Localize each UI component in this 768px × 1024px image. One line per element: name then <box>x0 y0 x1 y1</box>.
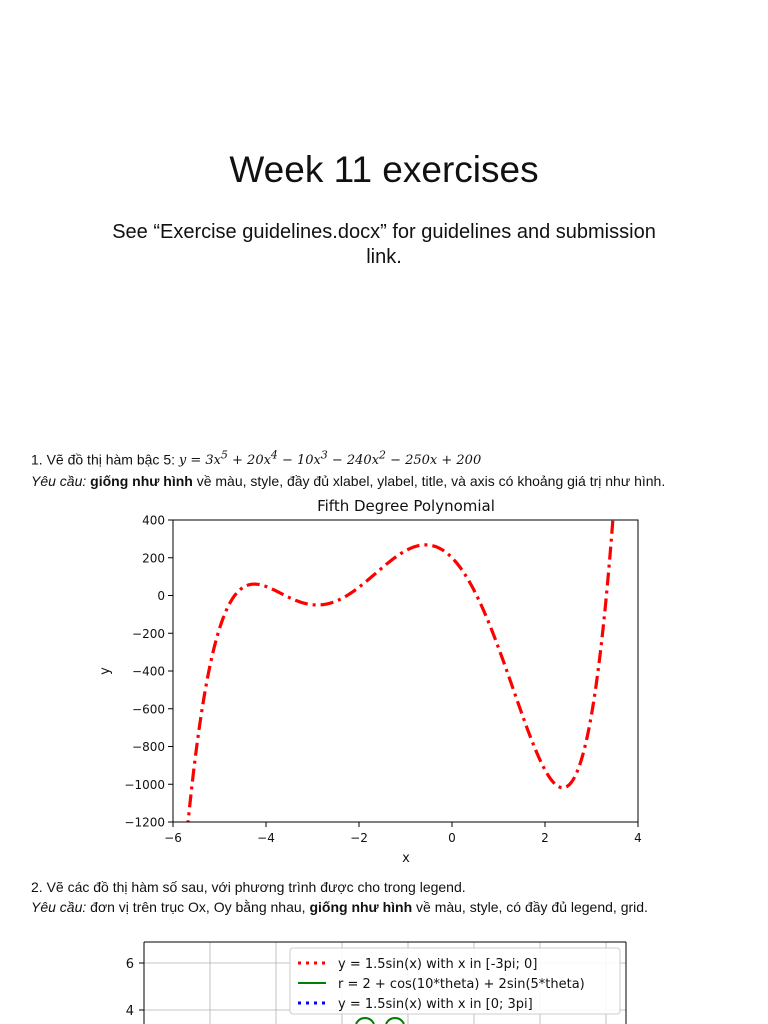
x-axis-ticks: −6 −4 −2 0 2 4 <box>164 822 642 845</box>
y-tick-label: 4 <box>126 1004 134 1019</box>
requirement-label: Yêu cầu: <box>31 899 87 915</box>
legend-label: y = 1.5sin(x) with x in [-3pi; 0] <box>338 957 537 972</box>
requirement-emphasis: giống như hình <box>309 899 413 915</box>
polar-curve-fragment <box>355 1017 405 1024</box>
equation-exponent: 5 <box>221 449 228 462</box>
x-tick-label: 4 <box>634 831 642 845</box>
equation-term: + 20x <box>227 453 271 469</box>
legend-entry-blue: y = 1.5sin(x) with x in [0; 3pi] <box>298 997 533 1012</box>
y-tick-label: 6 <box>126 957 134 972</box>
exercise-1-number: 1. <box>31 451 43 468</box>
x-tick-label: 0 <box>448 831 456 845</box>
y-tick-label: −400 <box>132 665 165 679</box>
requirement-text: về màu, style, có đầy đủ legend, grid. <box>416 899 648 915</box>
y-tick-4: 4 <box>126 1004 144 1019</box>
y-tick-label: −600 <box>132 702 165 716</box>
page-title: Week 11 exercises <box>229 149 539 190</box>
equation-lhs: y = 3x <box>178 453 221 469</box>
x-tick-label: −4 <box>257 831 275 845</box>
equation-term: − 10x <box>277 453 321 469</box>
equation-term: − 240x <box>327 453 380 469</box>
equation-term: − 250x + 200 <box>385 453 482 469</box>
polynomial-chart: Fifth Degree Polynomial 400 200 0 −200 −400 −… <box>98 497 642 866</box>
trig-polar-chart: 6 4 y = 1.5sin(x) with x in [-3pi; 0] r … <box>126 941 627 1024</box>
y-tick-label: 200 <box>142 551 165 565</box>
exercise-1-requirement: Yêu cầu: giống như hình về màu, style, đ… <box>31 471 751 491</box>
page-subtitle: See “Exercise guidelines.docx” for guide… <box>112 221 656 268</box>
exercise-1-prompt-line: 1. Vẽ đồ thị hàm bậc 5: y = 3x5 + 20x4 −… <box>31 446 751 471</box>
exercise-1: 1. Vẽ đồ thị hàm bậc 5: y = 3x5 + 20x4 −… <box>31 446 751 491</box>
requirement-text: về màu, style, đầy đủ xlabel, ylabel, ti… <box>196 473 666 490</box>
legend-entry-green: r = 2 + cos(10*theta) + 2sin(5*theta) <box>298 977 585 992</box>
x-tick-label: −2 <box>350 831 368 845</box>
legend: y = 1.5sin(x) with x in [-3pi; 0] r = 2 … <box>289 947 621 1015</box>
y-axis-label: y <box>98 667 113 675</box>
x-tick-label: 2 <box>541 831 549 845</box>
requirement-label: Yêu cầu: <box>31 473 87 490</box>
chart-title: Fifth Degree Polynomial <box>317 497 495 515</box>
y-axis-ticks: 400 200 0 −200 −400 −600 −800 −1000 −1200 <box>124 514 173 830</box>
equation-exponent: 2 <box>379 449 386 462</box>
legend-label: r = 2 + cos(10*theta) + 2sin(5*theta) <box>338 977 585 992</box>
exercise-2-requirement: Yêu cầu: đơn vị trên trục Ox, Oy bằng nh… <box>31 897 751 917</box>
y-tick-label: −800 <box>132 740 165 754</box>
requirement-text: đơn vị trên trục Ox, Oy bằng nhau, <box>90 899 306 915</box>
requirement-emphasis: giống như hình <box>90 473 193 490</box>
x-tick-label: −6 <box>164 831 182 845</box>
plot-frame <box>172 519 639 823</box>
polynomial-curve <box>186 520 615 822</box>
exercise-2-prompt-line: 2. Vẽ các đồ thị hàm số sau, với phương … <box>31 877 751 897</box>
x-axis-label: x <box>402 851 410 866</box>
y-tick-label: −1000 <box>124 778 165 792</box>
exercise-1-equation: y = 3x5 + 20x4 − 10x3 − 240x2 − 250x + 2… <box>178 449 482 469</box>
exercise-2: 2. Vẽ các đồ thị hàm số sau, với phương … <box>31 877 751 917</box>
exercise-1-prompt: Vẽ đồ thị hàm bậc 5: <box>46 451 175 468</box>
legend-entry-red: y = 1.5sin(x) with x in [-3pi; 0] <box>298 957 537 972</box>
y-tick-label: 400 <box>142 514 165 528</box>
exercise-2-number: 2. <box>31 879 43 895</box>
equation-exponent: 4 <box>270 449 278 462</box>
y-tick-label: −200 <box>132 627 165 641</box>
legend-label: y = 1.5sin(x) with x in [0; 3pi] <box>338 997 533 1012</box>
equation-exponent: 3 <box>320 449 328 462</box>
y-tick-label: −1200 <box>124 816 165 830</box>
y-tick-6: 6 <box>126 957 144 972</box>
exercise-2-prompt: Vẽ các đồ thị hàm số sau, với phương trì… <box>46 879 466 895</box>
y-tick-label: 0 <box>157 589 165 603</box>
